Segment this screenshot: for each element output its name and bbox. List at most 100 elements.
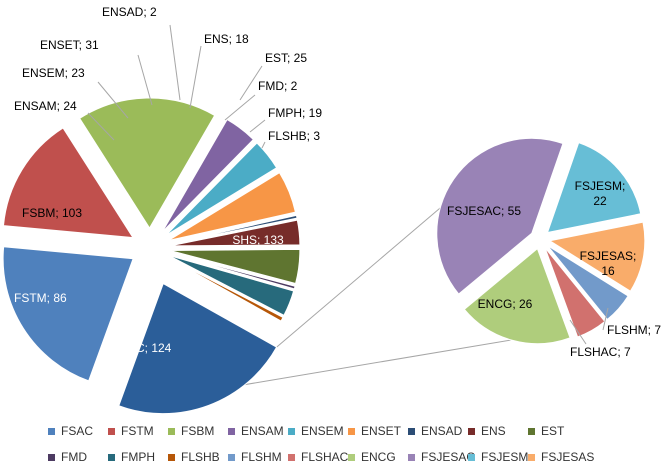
legend-item-fsbm: FSBM — [168, 424, 228, 438]
legend-swatch — [408, 453, 415, 461]
slice-ensam — [161, 118, 255, 233]
legend-label: FSJESAC — [421, 450, 476, 464]
slice-fsac — [2, 246, 134, 382]
data-label-fsjesac: FSJESAC; 55 — [447, 204, 521, 218]
leader-line-ensem — [97, 81, 129, 119]
legend-item-fstm: FSTM — [108, 424, 168, 438]
legend-swatch — [48, 427, 55, 435]
legend-swatch — [288, 427, 295, 435]
slice-fsjesac — [436, 137, 564, 295]
leader-line-ensam — [87, 112, 115, 141]
legend-row: FSAC FSTM FSBM ENSAM ENSEM ENSET ENSAD ENS EST — [48, 418, 648, 444]
data-label-fmph: FMPH; 19 — [268, 106, 322, 120]
data-label-fsac: FSAC; 124 — [113, 341, 172, 355]
slice-ens — [169, 219, 301, 247]
legend-item-fsac: FSAC — [48, 424, 108, 438]
legend-swatch — [468, 453, 475, 461]
legend-item-flshm: FLSHM — [228, 450, 288, 464]
legend-swatch — [108, 427, 115, 435]
legend-swatch — [48, 453, 55, 461]
legend-row: FMD FMPH FLSHB FLSHM FLSHAC ENCG FSJESAC FSJESM… — [48, 444, 648, 470]
data-label-ens: ENS; 18 — [204, 32, 249, 46]
legend-label: FMD — [61, 450, 87, 464]
data-label-ensem: ENSEM; 23 — [22, 66, 85, 80]
slice-fsjesm — [546, 142, 642, 234]
secondary-pie — [436, 137, 646, 345]
legend-swatch — [228, 427, 235, 435]
legend-swatch — [348, 453, 355, 461]
legend-label: FSJESM — [481, 450, 529, 464]
slice-fmph — [168, 254, 295, 316]
leader-line-ens — [189, 45, 202, 109]
slice-flshb — [167, 257, 284, 322]
legend-swatch — [168, 453, 175, 461]
data-label-encg: ENCG; 26 — [478, 297, 533, 311]
legend-item-fmd: FMD — [48, 450, 108, 464]
slice-enset — [168, 171, 296, 241]
legend-label: ENS — [481, 424, 506, 438]
legend-label: EST — [541, 424, 565, 438]
legend-swatch — [348, 427, 355, 435]
data-label-est: EST; 25 — [265, 51, 307, 65]
slice-ensem — [165, 142, 278, 236]
legend-item-fsjesas: FSJESAS — [528, 450, 594, 464]
legend-label: ENCG — [361, 450, 396, 464]
legend-label: FLSHAC — [301, 450, 349, 464]
leader-line-flshac — [569, 319, 587, 345]
legend-item-ensad: ENSAD — [408, 424, 468, 438]
data-label-fmd: FMD; 2 — [258, 79, 298, 93]
data-label-ensam: ENSAM; 24 — [14, 99, 77, 113]
legend-swatch — [408, 427, 415, 435]
data-label-fsbm: FSBM; 103 — [22, 206, 82, 220]
legend-swatch — [288, 453, 295, 461]
legend-item-encg: ENCG — [348, 450, 408, 464]
legend-item-enset: ENSET — [348, 424, 408, 438]
slice-est — [169, 248, 301, 285]
data-label-shs: SHS; 133 — [232, 233, 284, 247]
legend-item-est: EST — [528, 424, 588, 438]
legend-swatch — [528, 427, 535, 435]
legend-label: FMPH — [121, 450, 155, 464]
legend-item-ensem: ENSEM — [288, 424, 348, 438]
legend-label: ENSAD — [421, 424, 463, 438]
leader-line-fmd — [224, 94, 256, 121]
legend: FSAC FSTM FSBM ENSAM ENSEM ENSET ENSAD ENS EST F… — [48, 418, 648, 470]
legend-label: FSAC — [61, 424, 94, 438]
legend-label: FSJESAS — [541, 450, 595, 464]
legend-swatch — [108, 453, 115, 461]
legend-label: ENSAM — [241, 424, 284, 438]
data-label-flshac: FLSHAC; 7 — [570, 345, 631, 359]
legend-label: ENSET — [361, 424, 402, 438]
legend-item-ens: ENS — [468, 424, 528, 438]
leader-line-flshb — [261, 141, 266, 149]
legend-swatch — [228, 453, 235, 461]
leader-line-flshm — [602, 307, 609, 331]
legend-swatch — [468, 427, 475, 435]
slice-flshm — [547, 245, 629, 321]
slice-fsjesas — [548, 221, 646, 292]
legend-item-fsjesac: FSJESAC — [408, 450, 475, 464]
legend-item-fmph: FMPH — [108, 450, 168, 464]
slice-fsbm — [78, 97, 216, 229]
data-labels: FSAC; 124 FSTM; 86 FSBM; 103 ENSAM; 24 ENSEM… — [14, 5, 661, 359]
legend-label: FLSHB — [181, 450, 220, 464]
legend-label: ENSEM — [301, 424, 344, 438]
legend-item-flshac: FLSHAC — [288, 450, 348, 464]
legend-label: FLSHM — [241, 450, 282, 464]
slice-fstm — [2, 127, 134, 239]
data-label-fsjesm: FSJESM; 22 — [575, 179, 626, 208]
slice-ensad — [169, 214, 298, 245]
legend-item-ensam: ENSAM — [228, 424, 288, 438]
data-label-flshb: FLSHB; 3 — [268, 129, 320, 143]
slice-shs — [118, 282, 278, 415]
data-label-fstm: FSTM; 86 — [14, 291, 67, 305]
main-pie — [2, 97, 301, 415]
legend-item-flshb: FLSHB — [168, 450, 228, 464]
legend-label: FSBM — [181, 424, 215, 438]
legend-swatch — [168, 427, 175, 435]
data-label-fsjesas: FSJESAS; 16 — [580, 249, 637, 278]
leader-line-ensad — [169, 24, 181, 101]
data-label-enset: ENSET; 31 — [40, 38, 99, 52]
